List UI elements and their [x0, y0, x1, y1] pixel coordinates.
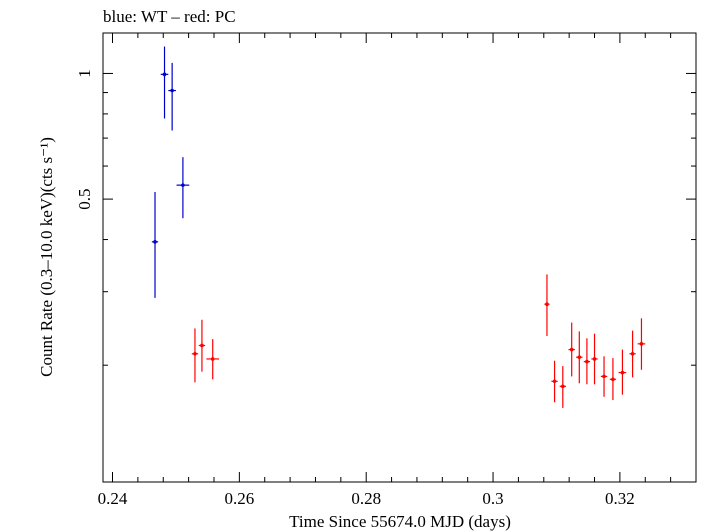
- data-marker: [170, 88, 174, 93]
- data-marker: [200, 343, 204, 348]
- data-marker: [162, 72, 167, 77]
- data-point: [618, 349, 627, 395]
- plot-frame: [102, 32, 697, 483]
- y-axis-label: Count Rate (0.3–10.0 keV)(cts s⁻¹): [37, 137, 56, 377]
- data-marker: [639, 342, 644, 346]
- data-marker: [552, 379, 557, 384]
- series-1: [151, 46, 190, 298]
- data-marker: [210, 357, 215, 361]
- data-marker: [153, 240, 157, 244]
- x-axis-ticks: 0.24 0.26 0.28 0.3 0.32: [98, 33, 697, 508]
- data-point: [568, 322, 575, 377]
- data-point: [591, 333, 598, 385]
- data-point: [198, 319, 206, 372]
- data-marker: [193, 351, 197, 356]
- data-marker: [181, 183, 185, 187]
- data-marker: [592, 357, 597, 361]
- x-axis-label: Time Since 55674.0 MJD (days): [289, 512, 511, 531]
- data-point: [629, 330, 636, 378]
- x-tick-label: 0.28: [351, 489, 381, 508]
- y-axis-ticks: 0.51: [75, 69, 696, 366]
- x-tick-label: 0.24: [98, 489, 128, 508]
- data-point: [559, 366, 566, 408]
- data-point: [544, 274, 550, 336]
- data-marker: [577, 355, 582, 360]
- data-point: [609, 358, 617, 401]
- data-point: [637, 318, 646, 370]
- data-marker: [569, 347, 574, 352]
- data-point: [551, 360, 558, 403]
- x-tick-label: 0.3: [482, 489, 503, 508]
- y-tick-label: 1: [75, 69, 94, 78]
- data-point: [583, 338, 591, 385]
- x-tick-label: 0.26: [224, 489, 254, 508]
- data-marker: [620, 370, 625, 375]
- data-marker: [611, 377, 615, 382]
- data-marker: [561, 384, 565, 389]
- data-marker: [545, 302, 549, 307]
- x-tick-label: 0.32: [605, 489, 635, 508]
- data-point: [206, 339, 220, 380]
- series-2: [191, 274, 646, 408]
- data-marker: [630, 351, 635, 356]
- data-point: [151, 191, 159, 298]
- data-point: [168, 62, 176, 131]
- y-tick-label: 0.5: [75, 188, 94, 209]
- data-series: [151, 46, 646, 408]
- data-point: [191, 328, 199, 383]
- chart-title: blue: WT – red: PC: [103, 7, 236, 26]
- data-marker: [585, 359, 589, 364]
- data-point: [176, 157, 190, 219]
- data-point: [160, 46, 169, 119]
- data-point: [600, 356, 608, 397]
- data-marker: [602, 374, 606, 379]
- data-point: [576, 331, 583, 384]
